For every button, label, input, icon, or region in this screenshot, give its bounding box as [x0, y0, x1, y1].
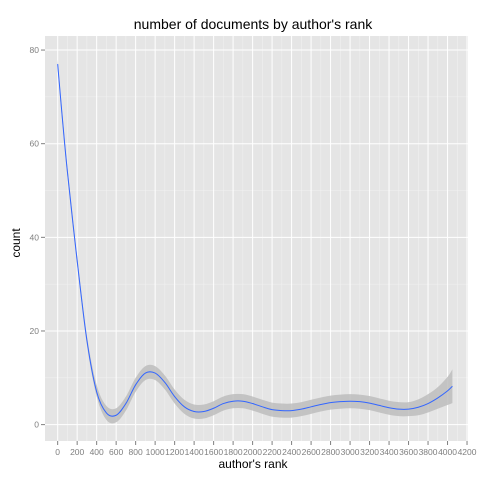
x-tick-label: 600 — [109, 447, 123, 457]
chart-title: number of documents by author's rank — [134, 16, 373, 32]
y-axis-title: count — [9, 228, 23, 258]
x-tick-label: 1600 — [204, 447, 223, 457]
x-tick-label: 1000 — [146, 447, 165, 457]
major-gridlines — [45, 36, 468, 441]
x-tick-label: 1800 — [224, 447, 243, 457]
x-tick-label: 800 — [129, 447, 143, 457]
x-tick-label: 1400 — [185, 447, 204, 457]
x-tick-label: 3600 — [399, 447, 418, 457]
y-tick-label: 40 — [30, 232, 40, 242]
y-tick-label: 20 — [30, 326, 40, 336]
x-tick-label: 400 — [90, 447, 104, 457]
series-band — [57, 59, 453, 424]
x-tick-label: 2200 — [263, 447, 282, 457]
y-axis-ticks: 0 20 40 60 80 — [30, 45, 45, 430]
x-tick-label: 3000 — [341, 447, 360, 457]
smoothed-trend — [57, 64, 453, 417]
x-tick-label: 2000 — [243, 447, 262, 457]
x-tick-label: 2800 — [321, 447, 340, 457]
y-tick-label: 0 — [34, 420, 39, 430]
x-tick-label: 2400 — [282, 447, 301, 457]
x-axis-title: author's rank — [219, 457, 289, 471]
x-tick-label: 3800 — [419, 447, 438, 457]
x-tick-label: 4200 — [458, 447, 477, 457]
x-tick-label: 3200 — [360, 447, 379, 457]
x-tick-label: 3400 — [380, 447, 399, 457]
x-axis-ticks: 0 200 400 600 800 1000 1200 1400 1600 1800 2000 220… — [55, 441, 477, 457]
x-tick-label: 1200 — [165, 447, 184, 457]
minor-gridlines — [45, 36, 468, 441]
plot-panel — [45, 36, 468, 441]
x-tick-label: 4000 — [438, 447, 457, 457]
series-line — [57, 64, 453, 417]
x-tick-label: 2600 — [302, 447, 321, 457]
y-tick-label: 60 — [30, 139, 40, 149]
y-tick-label: 80 — [30, 45, 40, 55]
x-tick-label: 200 — [70, 447, 84, 457]
x-tick-label: 0 — [55, 447, 60, 457]
confidence-band — [57, 59, 453, 424]
